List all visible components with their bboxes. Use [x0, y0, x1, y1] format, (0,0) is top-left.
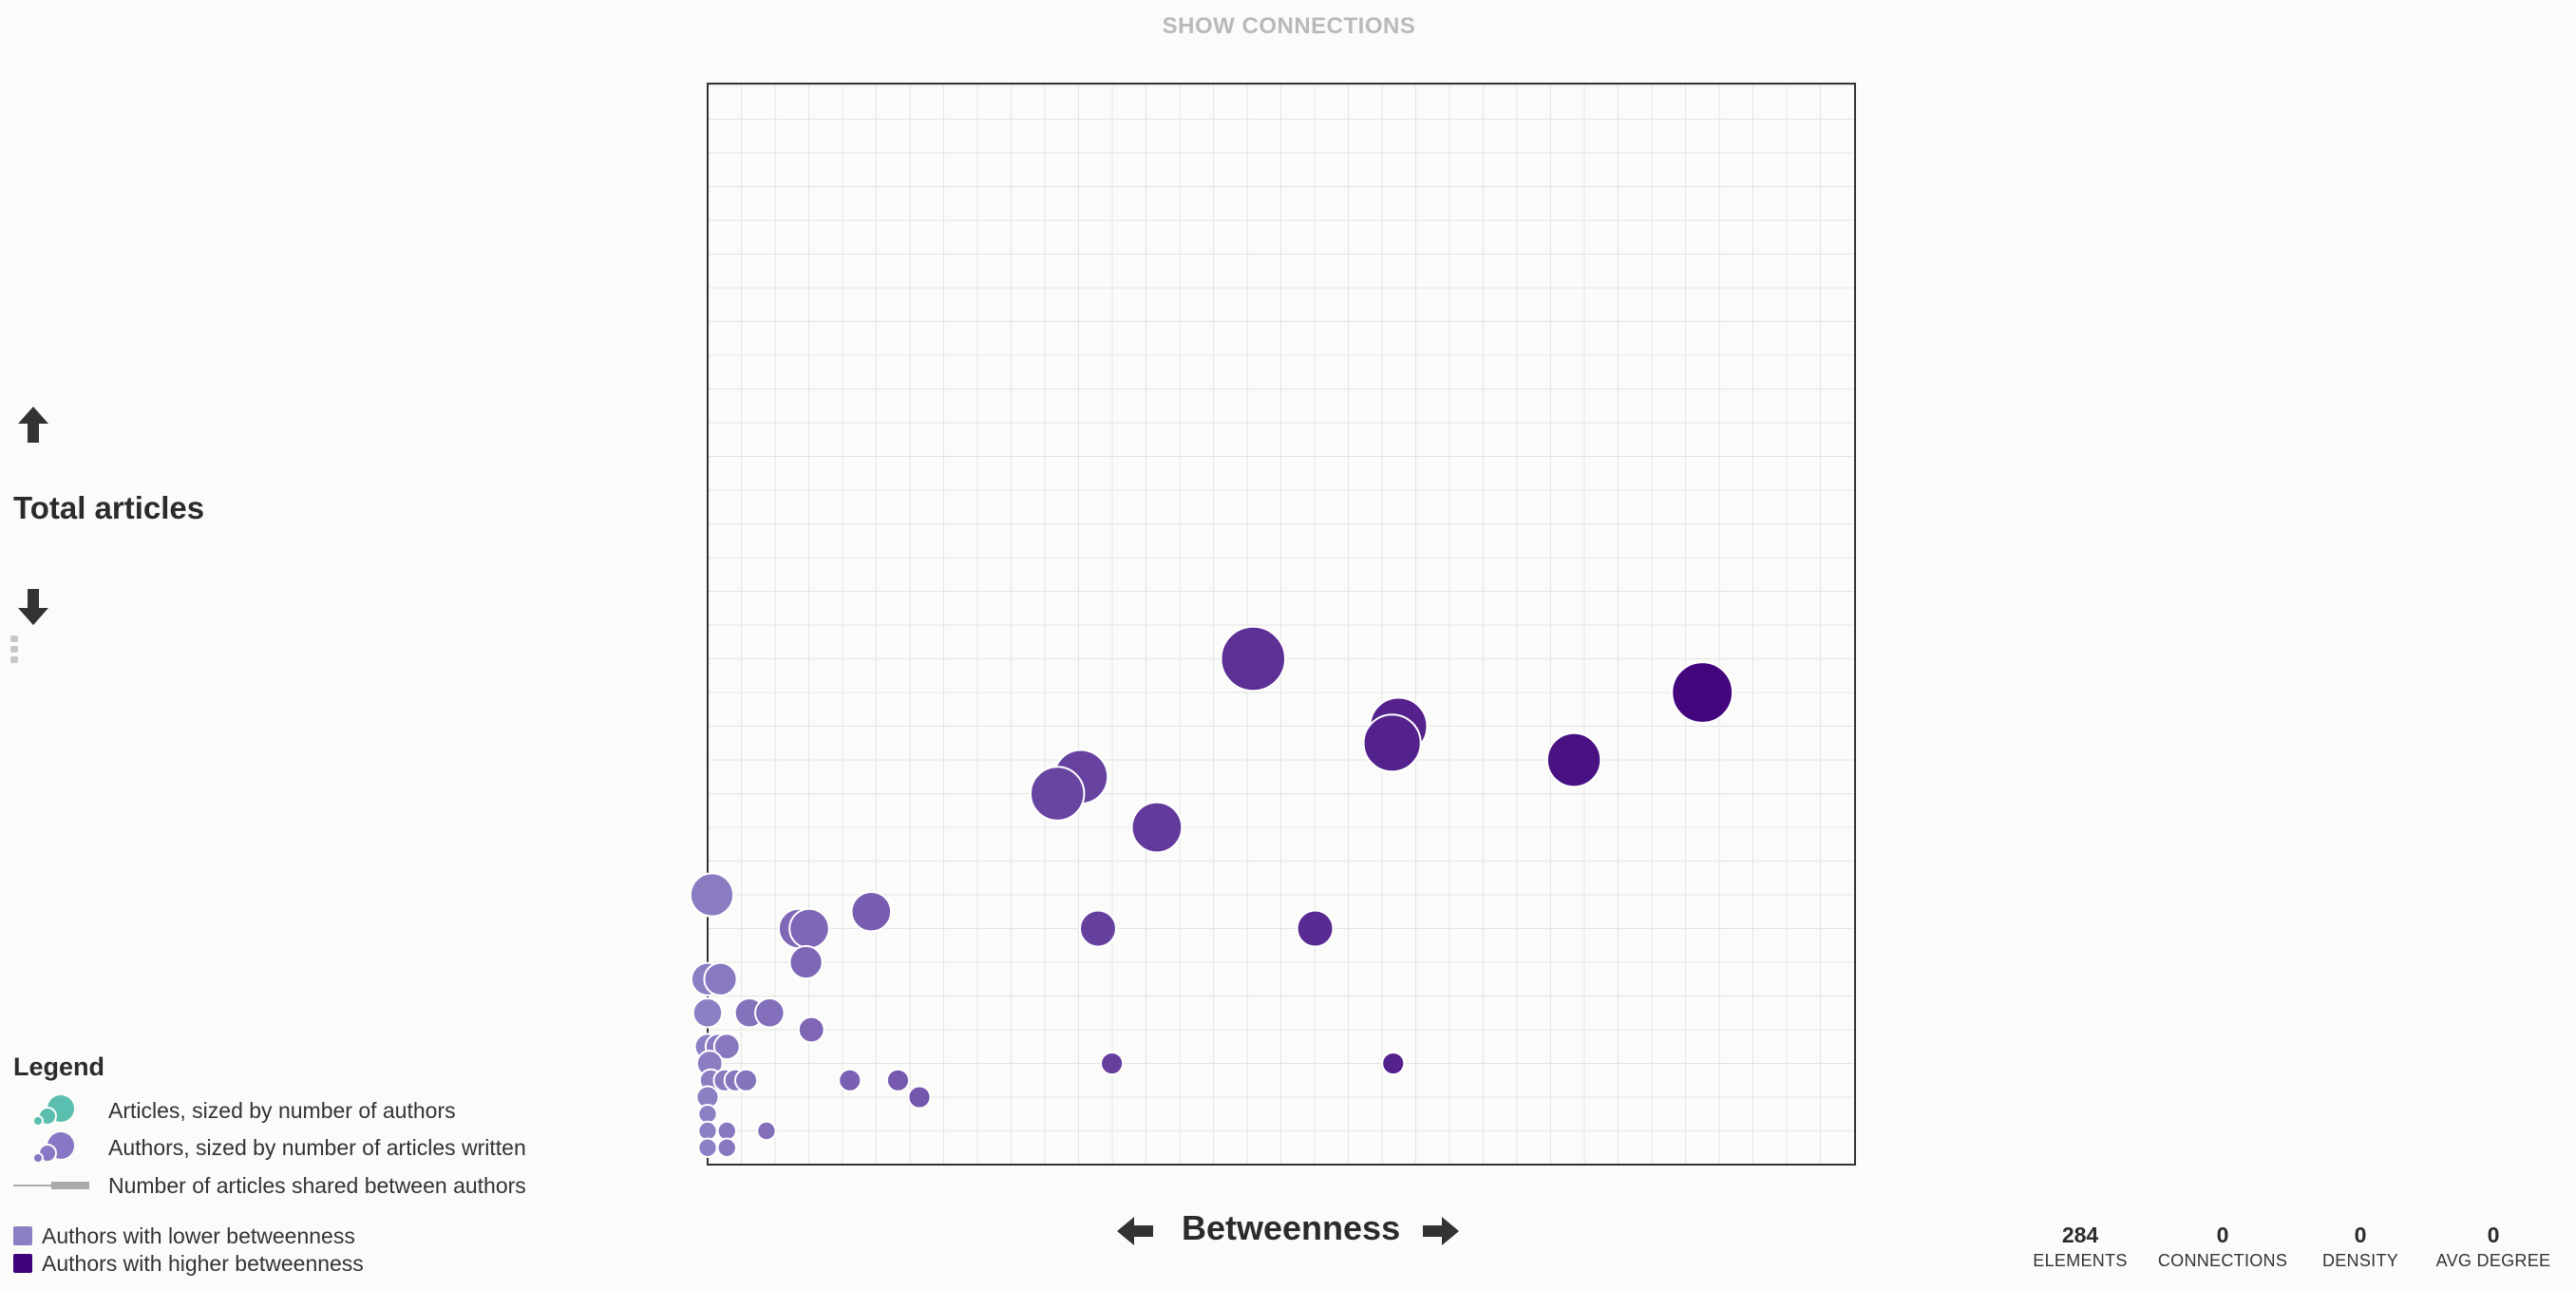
data-point[interactable] [716, 1137, 737, 1158]
y-axis-down-arrow-icon[interactable] [17, 587, 49, 627]
data-point[interactable] [1362, 713, 1422, 773]
stat-elements: 284 ELEMENTS [2014, 1222, 2147, 1273]
stat-value: 284 [2061, 1223, 2099, 1247]
stat-density: 0 DENSITY [2308, 1222, 2413, 1273]
stat-label: ELEMENTS [2033, 1251, 2128, 1270]
data-point[interactable] [788, 944, 824, 980]
data-point[interactable] [797, 1015, 825, 1044]
teal-bubbles-icon [32, 1095, 74, 1127]
data-point[interactable] [691, 997, 724, 1029]
x-axis-right-arrow-icon[interactable] [1421, 1216, 1461, 1246]
drag-handle-icon[interactable] [9, 635, 19, 665]
higher-betweenness-label: Authors with higher betweenness [42, 1251, 364, 1276]
data-point[interactable] [697, 1137, 718, 1158]
data-point[interactable] [1100, 1051, 1125, 1076]
data-point[interactable] [907, 1085, 932, 1110]
y-axis-label[interactable]: Total articles [13, 490, 205, 525]
data-point[interactable] [838, 1068, 862, 1092]
data-point[interactable] [703, 961, 738, 996]
data-points [689, 625, 1734, 1158]
data-point[interactable] [756, 1120, 777, 1142]
data-point[interactable] [885, 1068, 910, 1092]
data-point[interactable] [1130, 801, 1184, 854]
stat-label: AVG DEGREE [2435, 1251, 2551, 1270]
higher-betweenness-swatch [13, 1254, 32, 1273]
stat-value: 0 [2216, 1223, 2229, 1247]
y-axis-up-arrow-icon[interactable] [17, 405, 49, 445]
legend-item-label: Articles, sized by number of authors [108, 1097, 456, 1123]
legend-title: Legend [13, 1053, 105, 1081]
stat-value: 0 [2354, 1223, 2367, 1247]
lower-betweenness-label: Authors with lower betweenness [42, 1224, 355, 1248]
stat-value: 0 [2487, 1223, 2500, 1247]
stat-connections: 0 CONNECTIONS [2151, 1222, 2294, 1273]
x-axis-left-arrow-icon[interactable] [1115, 1216, 1155, 1246]
data-point[interactable] [733, 1068, 759, 1092]
data-point[interactable] [716, 1120, 737, 1142]
data-point[interactable] [850, 890, 893, 933]
stat-avg-degree: 0 AVG DEGREE [2427, 1222, 2560, 1273]
data-point[interactable] [1220, 625, 1287, 692]
plot-frame [707, 83, 1856, 1166]
data-point[interactable] [1030, 766, 1086, 822]
stat-label: CONNECTIONS [2157, 1251, 2288, 1270]
data-point[interactable] [689, 872, 735, 918]
legend-item-label: Authors, sized by number of articles wri… [108, 1134, 526, 1160]
network-stats: 284 ELEMENTS 0 CONNECTIONS 0 DENSITY 0 A… [2014, 1222, 2565, 1279]
legend-item-label: Number of articles shared between author… [108, 1172, 526, 1198]
show-connections-button[interactable]: SHOW CONNECTIONS [1162, 13, 1416, 39]
data-point[interactable] [697, 1120, 718, 1142]
plot-grid [708, 84, 1855, 1165]
data-point[interactable] [1545, 731, 1602, 788]
data-point[interactable] [1296, 909, 1335, 948]
data-point[interactable] [1381, 1051, 1406, 1076]
data-point[interactable] [1079, 909, 1117, 948]
data-point[interactable] [788, 907, 830, 950]
lower-betweenness-swatch [13, 1226, 32, 1245]
x-axis-label[interactable]: Betweenness [1182, 1208, 1401, 1247]
stat-label: DENSITY [2321, 1251, 2399, 1270]
data-point[interactable] [712, 1033, 741, 1061]
data-point[interactable] [754, 997, 786, 1029]
data-point[interactable] [697, 1104, 718, 1125]
line-width-icon [13, 1182, 89, 1189]
data-point[interactable] [1671, 661, 1734, 724]
purple-bubbles-icon [32, 1132, 74, 1164]
